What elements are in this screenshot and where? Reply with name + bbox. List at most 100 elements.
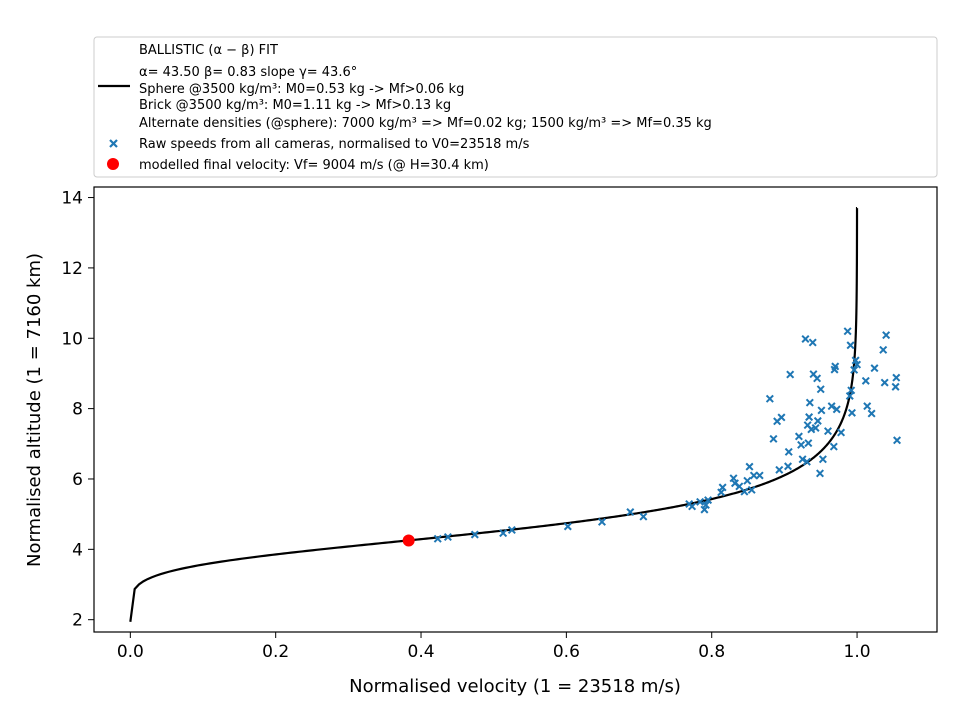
raw-speed-point — [805, 413, 814, 422]
y-tick-label: 14 — [61, 189, 83, 209]
raw-speed-point — [823, 427, 832, 436]
raw-speed-point — [797, 440, 806, 449]
raw-speed-point — [815, 469, 825, 478]
y-tick-label: 12 — [61, 259, 83, 279]
raw-speed-point — [843, 327, 852, 336]
raw-speed-point — [740, 487, 749, 496]
raw-speed-point — [880, 378, 889, 387]
raw-speed-point — [743, 476, 752, 485]
raw-speed-point — [775, 465, 784, 474]
raw-speed-point — [893, 436, 902, 445]
legend-scatter-swatch — [109, 139, 118, 148]
raw-speed-point — [745, 462, 754, 471]
raw-speed-point — [688, 502, 697, 511]
plot-area-frame — [93, 186, 938, 633]
x-axis-label: Normalised velocity (1 = 23518 m/s) — [349, 676, 681, 697]
raw-speed-point — [891, 382, 900, 391]
raw-speed-point — [802, 457, 811, 466]
raw-speed-point — [853, 360, 862, 369]
raw-speed-point — [718, 483, 727, 492]
legend-fit-line-1: α= 43.50 β= 0.83 slope γ= 43.6° — [139, 65, 357, 80]
raw-speed-point — [626, 508, 635, 517]
raw-speed-point — [696, 497, 705, 506]
fit-curve-layer — [129, 207, 859, 622]
raw-speed-point — [765, 394, 774, 403]
y-tick-label: 4 — [72, 540, 83, 560]
final-velocity-point — [402, 534, 415, 547]
final-velocity-layer — [402, 534, 415, 547]
raw-speed-point — [798, 455, 807, 464]
raw-speed-point — [747, 485, 756, 494]
legend: BALLISTIC (α − β) FIT α= 43.50 β= 0.83 s… — [93, 36, 938, 178]
legend-scatter-label: Raw speeds from all cameras, normalised … — [139, 137, 530, 152]
raw-speed-point — [850, 365, 859, 374]
raw-speed-points — [433, 327, 902, 543]
raw-speed-point — [813, 416, 822, 425]
raw-speed-point — [563, 522, 572, 531]
raw-speed-point — [499, 529, 508, 538]
x-axis-ticks: 0.0 0.2 0.4 0.6 0.8 1.0 — [117, 632, 871, 662]
raw-speed-point — [786, 370, 795, 379]
legend-fit-line-0: BALLISTIC (α − β) FIT — [139, 43, 278, 58]
raw-speed-point — [433, 534, 442, 543]
raw-speed-point — [845, 391, 854, 400]
y-axis-ticks: 2 4 6 8 10 12 14 — [61, 189, 94, 631]
raw-speed-point — [879, 345, 888, 354]
raw-speed-point — [882, 331, 891, 340]
y-tick-label: 8 — [72, 400, 83, 420]
raw-speed-point — [813, 374, 822, 383]
raw-speed-point — [837, 428, 846, 437]
raw-speed-point — [805, 398, 814, 407]
raw-speed-point — [816, 385, 825, 394]
legend-fit-line-3: Brick @3500 kg/m³: M0=1.11 kg -> Mf>0.13… — [139, 98, 451, 113]
raw-speed-point — [829, 442, 838, 451]
x-tick-label: 1.0 — [844, 642, 871, 662]
raw-speed-point — [832, 405, 841, 414]
raw-speed-point — [769, 434, 778, 443]
raw-speed-point — [801, 334, 810, 343]
raw-speed-point — [777, 413, 786, 422]
raw-speed-point — [808, 338, 817, 347]
raw-speed-point — [892, 373, 901, 382]
raw-speed-point — [443, 533, 452, 542]
raw-speed-point — [831, 362, 840, 371]
raw-speed-point — [811, 423, 820, 432]
raw-speed-point — [784, 447, 793, 456]
raw-speed-point — [470, 530, 479, 539]
raw-speed-point — [784, 462, 793, 471]
raw-speed-point — [818, 455, 827, 464]
x-tick-label: 0.4 — [408, 642, 435, 662]
raw-speed-point — [507, 525, 516, 534]
x-tick-label: 0.0 — [117, 642, 144, 662]
raw-speed-point — [639, 512, 648, 521]
raw-speed-point — [704, 496, 713, 505]
raw-speed-point — [817, 406, 826, 415]
raw-speed-point — [847, 386, 856, 395]
raw-speed-point — [755, 471, 764, 480]
raw-speed-point — [863, 402, 872, 411]
raw-speed-point — [794, 432, 803, 441]
raw-speed-point — [870, 364, 879, 373]
raw-speed-point — [804, 439, 813, 448]
y-axis-label: Normalised altitude (1 = 7160 km) — [24, 253, 45, 567]
raw-speed-point — [597, 517, 606, 526]
raw-speed-point — [861, 376, 870, 385]
legend-fit-line-2: Sphere @3500 kg/m³: M0=0.53 kg -> Mf>0.0… — [139, 82, 464, 97]
y-tick-label: 6 — [72, 470, 83, 490]
legend-final-swatch — [107, 158, 119, 170]
x-tick-label: 0.8 — [698, 642, 725, 662]
raw-speed-point — [827, 402, 836, 411]
y-tick-label: 2 — [72, 611, 83, 631]
x-tick-label: 0.6 — [553, 642, 580, 662]
legend-final-label: modelled final velocity: Vf= 9004 m/s (@… — [139, 158, 489, 173]
legend-frame — [93, 36, 938, 178]
y-tick-label: 10 — [61, 329, 83, 349]
raw-speed-point — [701, 501, 710, 510]
raw-speed-point — [846, 341, 855, 350]
x-tick-label: 0.2 — [262, 642, 289, 662]
raw-speed-point — [847, 408, 856, 417]
raw-speed-point — [867, 409, 876, 418]
ballistic-fit-curve — [129, 207, 859, 622]
legend-fit-line-4: Alternate densities (@sphere): 7000 kg/m… — [139, 116, 712, 131]
